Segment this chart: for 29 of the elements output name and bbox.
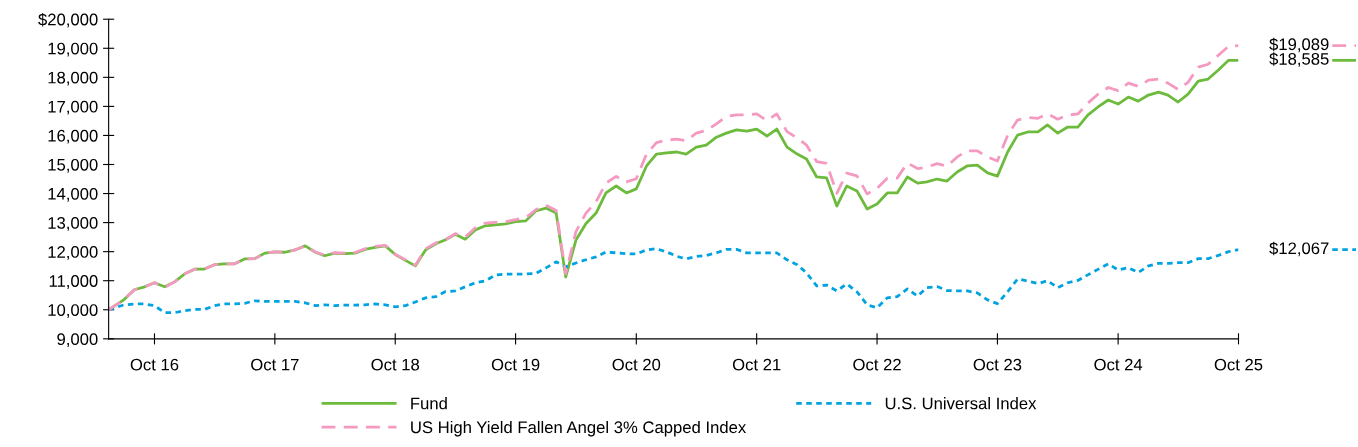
- x-tick-label: Oct 16: [130, 358, 179, 371]
- y-tick-label: 11,000: [49, 275, 98, 289]
- x-tick-label: Oct 21: [732, 358, 781, 371]
- legend-label: US High Yield Fallen Angel 3% Capped Index: [411, 420, 747, 437]
- y-tick-label: 19,000: [48, 42, 98, 57]
- x-tick-label: Oct 19: [491, 358, 540, 371]
- y-tick-label: $20,000: [38, 12, 98, 28]
- y-tick-label: 17,000: [48, 100, 98, 115]
- y-tick-label: 14,000: [48, 187, 98, 202]
- y-tick-label: 16,000: [48, 129, 98, 144]
- x-tick-label: Oct 20: [612, 358, 661, 371]
- y-tick-label: 13,000: [48, 217, 98, 231]
- x-tick-label: Oct 22: [853, 358, 901, 371]
- y-tick-label: 9,000: [57, 333, 98, 347]
- x-tick-label: Oct 17: [251, 358, 299, 371]
- x-tick-label: Oct 23: [973, 358, 1022, 371]
- legend-label: Fund: [411, 397, 447, 410]
- data-label: $18,585: [1269, 52, 1329, 67]
- y-tick-label: 18,000: [48, 71, 98, 86]
- x-tick-label: Oct 18: [371, 358, 420, 371]
- y-tick-label: 12,000: [48, 246, 98, 260]
- y-tick-label: 10,000: [48, 304, 98, 318]
- y-tick-label: 15,000: [48, 158, 98, 173]
- legend-label: U.S. Universal Index: [885, 397, 1037, 410]
- data-label: $12,067: [1269, 241, 1329, 257]
- x-tick-label: Oct 25: [1214, 358, 1263, 371]
- x-tick-label: Oct 24: [1094, 358, 1143, 371]
- data-label: $19,089: [1269, 37, 1329, 53]
- line-series: [108, 247, 1239, 315]
